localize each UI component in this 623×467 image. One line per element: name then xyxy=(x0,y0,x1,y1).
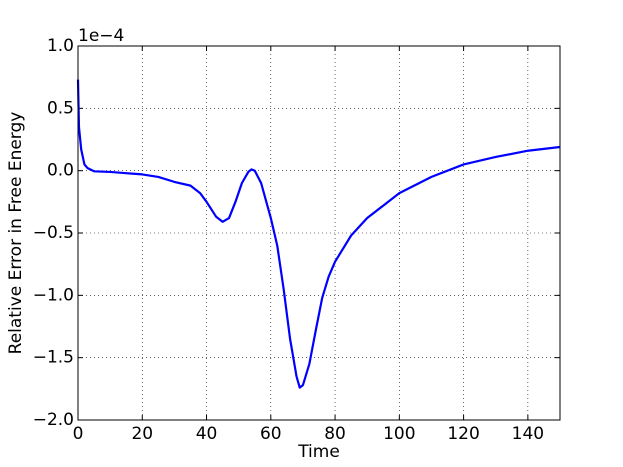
x-tick-label: 20 xyxy=(131,424,153,444)
y-tick-label: −0.5 xyxy=(33,223,74,243)
y-tick-label: −1.0 xyxy=(33,285,74,305)
x-axis-label: Time xyxy=(297,442,340,462)
y-axis-label: Relative Error in Free Energy xyxy=(6,112,26,355)
data-line xyxy=(76,79,561,389)
y-tick-label: −1.5 xyxy=(33,348,74,368)
x-tick-label: 60 xyxy=(260,424,282,444)
x-tick-label: 140 xyxy=(512,424,544,444)
plot-frame xyxy=(77,45,561,421)
x-tick-label: 40 xyxy=(196,424,218,444)
x-tick-label: 80 xyxy=(324,424,346,444)
offset-text: 1e−4 xyxy=(78,26,124,46)
y-tick-label: 1.0 xyxy=(47,36,74,56)
y-tick-label: 0.5 xyxy=(47,98,74,118)
x-tick-label: 0 xyxy=(73,424,84,444)
x-tick-label: 100 xyxy=(383,424,415,444)
y-tick-label: −2.0 xyxy=(33,410,74,430)
y-tick-label: 0.0 xyxy=(47,161,74,181)
x-tick-label: 120 xyxy=(447,424,479,444)
